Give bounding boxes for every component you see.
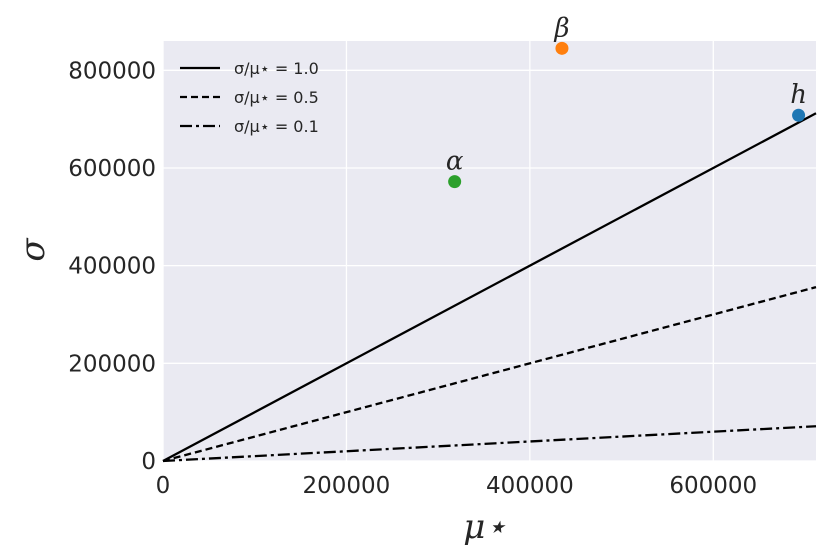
y-tick-label: 400000 <box>68 254 156 280</box>
legend: σ/μ⋆ = 1.0 σ/μ⋆ = 0.5 σ/μ⋆ = 0.1 <box>180 59 319 136</box>
x-tick-label: 200000 <box>303 473 391 499</box>
point-label: α <box>446 147 464 177</box>
y-tick-label: 600000 <box>68 156 156 182</box>
legend-label: σ/μ⋆ = 1.0 <box>234 59 319 78</box>
x-axis-label: μ⋆ <box>463 507 506 547</box>
x-tick-label: 600000 <box>669 473 757 499</box>
reference-lines <box>162 112 817 463</box>
y-tick-labels: 0 200000 400000 600000 800000 <box>68 58 156 475</box>
y-tick-label: 200000 <box>68 351 156 377</box>
series-line-1 <box>162 112 817 463</box>
data-point <box>448 175 462 189</box>
data-point <box>792 108 806 122</box>
y-axis-label: σ <box>13 238 53 262</box>
series-line-2 <box>162 286 817 463</box>
legend-label: σ/μ⋆ = 0.1 <box>234 117 319 136</box>
x-tick-labels: 0 200000 400000 600000 <box>156 473 758 499</box>
legend-label: σ/μ⋆ = 0.5 <box>234 88 319 107</box>
scatter-points: α β h <box>446 13 807 189</box>
data-point <box>555 41 569 55</box>
grid-lines <box>162 41 816 462</box>
x-tick-label: 0 <box>156 473 171 499</box>
y-tick-label: 800000 <box>68 58 156 84</box>
point-label: β <box>553 13 569 43</box>
y-tick-label: 0 <box>141 449 156 475</box>
plot-background <box>163 41 816 461</box>
series-line-3 <box>162 425 817 463</box>
point-label: h <box>790 80 807 110</box>
x-tick-label: 400000 <box>486 473 574 499</box>
